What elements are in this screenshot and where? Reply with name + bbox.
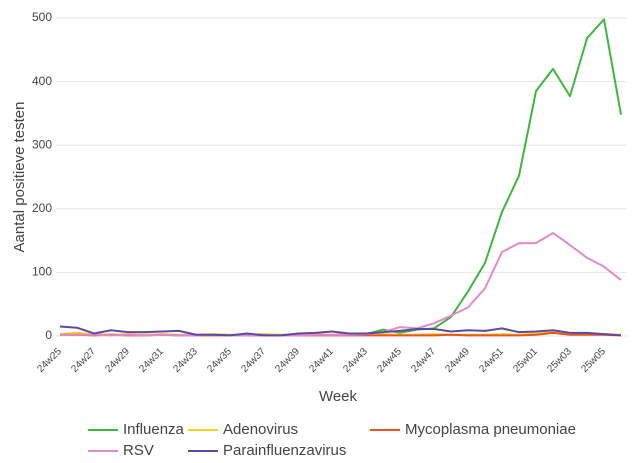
x-tick-label: 24w45 — [375, 346, 404, 375]
series-line — [59, 325, 622, 337]
y-tick-label: 500 — [32, 10, 52, 24]
x-tick-label: 24w33 — [171, 346, 200, 375]
x-tick-label: 25w01 — [511, 346, 540, 375]
x-tick-label: 24w43 — [341, 346, 370, 375]
x-axis-label: Week — [319, 388, 358, 405]
y-tick-label: 200 — [32, 201, 52, 215]
x-tick-label: 24w37 — [239, 346, 268, 375]
x-tick-label: 24w49 — [443, 346, 472, 375]
legend-label: RSV — [123, 442, 154, 458]
x-tick-label: 24w31 — [137, 346, 166, 375]
series-line — [60, 18, 622, 337]
x-tick-label: 24w29 — [103, 346, 132, 375]
x-tick-label: 25w05 — [579, 346, 608, 375]
x-tick-label: 24w35 — [205, 346, 234, 375]
legend-label: Mycoplasma pneumoniae — [405, 421, 576, 438]
legend-label: Influenza — [123, 421, 185, 438]
y-tick-label: 400 — [32, 74, 52, 88]
x-tick-label: 24w51 — [477, 346, 506, 375]
y-tick-label: 300 — [32, 137, 52, 151]
series-line — [60, 231, 622, 337]
y-tick-label: 0 — [45, 328, 52, 342]
x-tick-label: 24w27 — [69, 346, 98, 375]
legend-label: Adenovirus — [223, 421, 298, 438]
x-tick-label: 24w47 — [409, 346, 438, 375]
x-tick-label: 24w25 — [35, 346, 64, 375]
x-tick-label: 25w03 — [545, 346, 574, 375]
y-tick-label: 100 — [32, 265, 52, 279]
legend-label: Parainfluenzavirus — [223, 442, 346, 458]
x-tick-label: 24w41 — [307, 346, 336, 375]
y-axis-label: Aantal positieve testen — [11, 102, 28, 253]
x-tick-label: 24w39 — [273, 346, 302, 375]
